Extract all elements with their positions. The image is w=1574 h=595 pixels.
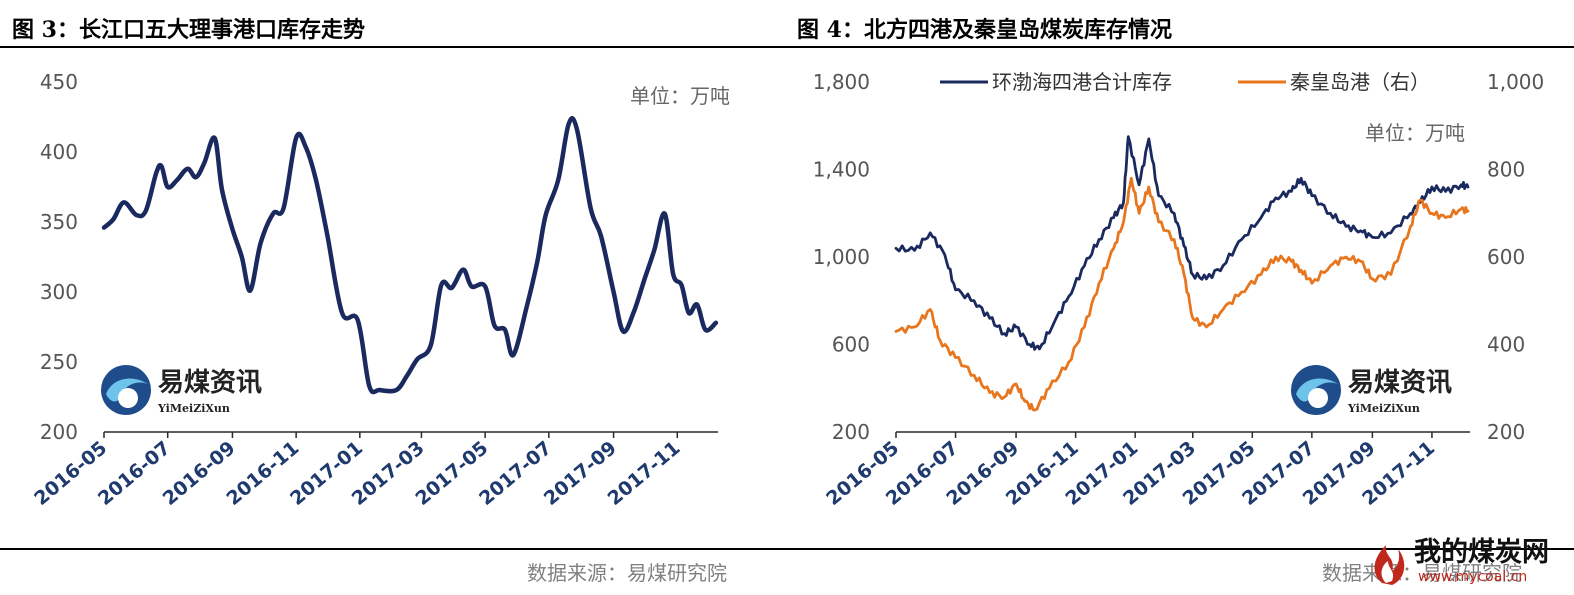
legend-label: 环渤海四港合计库存 [992,70,1172,94]
logo-subtitle: YiMeiZiXun [1347,402,1420,415]
legend-label: 秦皇岛港（右） [1290,70,1430,94]
logo-subtitle: YiMeiZiXun [157,402,230,415]
y2-tick-label: 200 [1487,420,1525,444]
unit-label: 单位：万吨 [1365,121,1465,145]
y2-tick-label: 600 [1487,245,1525,269]
y-tick-label: 1,000 [813,245,870,269]
y-tick-label: 1,400 [813,158,870,182]
bottom-divider [0,548,1574,550]
flame-icon [1374,545,1405,585]
logo-swoosh-icon [106,378,148,402]
watermark-url: www.mycoal.cn [1418,569,1527,585]
yimei-logo: 易煤资讯 YiMeiZiXun [101,365,262,415]
figure-3-title: 图 3：长江口五大理事港口库存走势 [12,17,365,43]
mycoal-watermark: 我的煤炭网 www.mycoal.cn [1374,536,1549,585]
y2-tick-label: 400 [1487,333,1525,357]
y2-tick-label: 1,000 [1487,70,1544,94]
series-line-1 [894,135,1470,351]
y-tick-label: 200 [832,420,870,444]
y-tick-label: 400 [40,140,78,164]
chart-2: 2006001,0001,4001,8002004006008001,00020… [813,70,1545,510]
figure-3-source: 数据来源：易煤研究院 [527,561,727,585]
logo-center-icon [118,388,138,408]
y-tick-label: 200 [40,420,78,444]
y-tick-label: 250 [40,350,78,374]
charts-canvas: 2002503003504004502016-052016-072016-092… [30,70,1545,510]
logo-name: 易煤资讯 [1348,368,1452,398]
logo-swoosh-icon [1296,378,1338,402]
y-tick-label: 600 [832,333,870,357]
watermark-name: 我的煤炭网 [1414,536,1549,568]
series-line-1 [101,116,719,395]
logo-name: 易煤资讯 [158,368,262,398]
figure-4-source: 数据来源：易煤研究院 [1322,561,1522,585]
y2-tick-label: 800 [1487,158,1525,182]
figure-4-title: 图 4：北方四港及秦皇岛煤炭库存情况 [797,17,1172,43]
unit-label: 单位：万吨 [630,84,730,108]
series-line-2 [894,176,1470,412]
y-tick-label: 300 [40,280,78,304]
top-divider [0,46,1574,48]
logo-center-icon [1308,388,1328,408]
yimei-logo: 易煤资讯 YiMeiZiXun [1291,365,1452,415]
y-tick-label: 1,800 [813,70,870,94]
chart-1: 2002503003504004502016-052016-072016-092… [30,70,730,510]
y-tick-label: 450 [40,70,78,94]
y-tick-label: 350 [40,210,78,234]
